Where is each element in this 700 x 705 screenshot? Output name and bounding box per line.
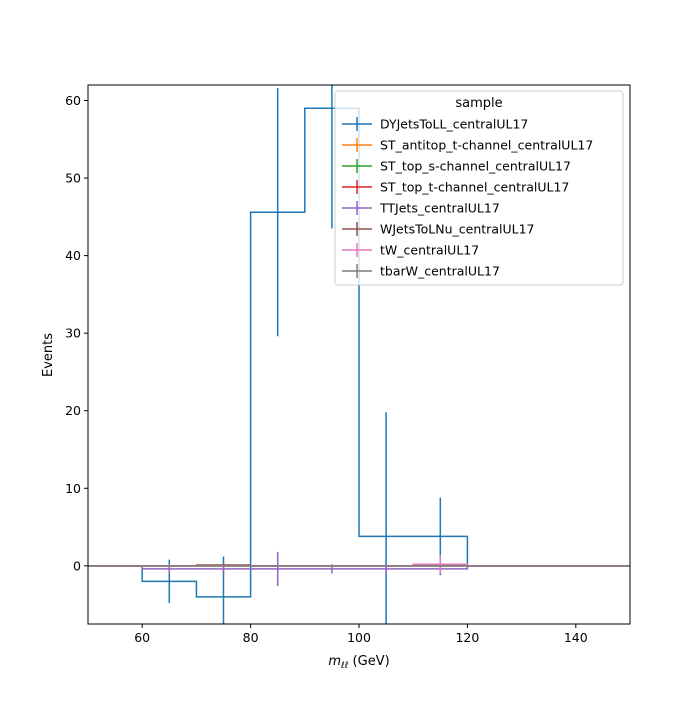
axes-layer: 60 80 100 120 140 0 10 20 30 40 50 60	[65, 93, 588, 645]
legend-entry: ST_top_t-channel_centralUL17	[342, 180, 569, 195]
legend-entry: TTJets_centralUL17	[342, 201, 500, 216]
legend: sample DYJetsToLL_centralUL17 ST_antitop_…	[334, 90, 624, 286]
y-axis-label: Events	[41, 333, 56, 377]
legend-label: TTJets_centralUL17	[379, 201, 500, 216]
x-axis-label: mℓℓ (GeV)	[328, 654, 389, 671]
x-tick-label: 100	[347, 630, 371, 645]
legend-label: DYJetsToLL_centralUL17	[380, 117, 528, 132]
legend-entry: ST_antitop_t-channel_centralUL17	[342, 138, 593, 153]
legend-entry: tbarW_centralUL17	[342, 264, 500, 279]
legend-entry: WJetsToLNu_centralUL17	[342, 222, 534, 237]
x-tick-label: 80	[243, 630, 259, 645]
legend-entry: tW_centralUL17	[342, 243, 479, 258]
y-tick-label: 20	[65, 403, 81, 418]
y-tick-label: 40	[65, 248, 81, 263]
y-tick-label: 0	[73, 558, 81, 573]
y-tick-label: 50	[65, 171, 81, 186]
legend-frame	[334, 90, 624, 286]
legend-label: tW_centralUL17	[380, 243, 479, 258]
series-layer	[88, 85, 630, 624]
y-tick-label: 60	[65, 93, 81, 108]
legend-label: tbarW_centralUL17	[380, 264, 500, 279]
y-tick-label: 10	[65, 481, 81, 496]
legend-entry: DYJetsToLL_centralUL17	[342, 117, 528, 132]
x-axis-label-sub: ℓℓ	[340, 661, 348, 671]
legend-label: ST_top_s-channel_centralUL17	[380, 159, 571, 174]
legend-label: WJetsToLNu_centralUL17	[380, 222, 534, 237]
legend-label: ST_antitop_t-channel_centralUL17	[380, 138, 593, 153]
x-tick-label: 60	[134, 630, 150, 645]
x-tick-label: 120	[455, 630, 479, 645]
legend-entry: ST_top_s-channel_centralUL17	[342, 159, 571, 174]
x-axis-label-unit: (GeV)	[348, 654, 389, 669]
x-tick-label: 140	[564, 630, 588, 645]
legend-title: sample	[455, 96, 502, 111]
legend-label: ST_top_t-channel_centralUL17	[380, 180, 569, 195]
x-axis-label-var: m	[328, 654, 341, 669]
y-tick-label: 30	[65, 326, 81, 341]
